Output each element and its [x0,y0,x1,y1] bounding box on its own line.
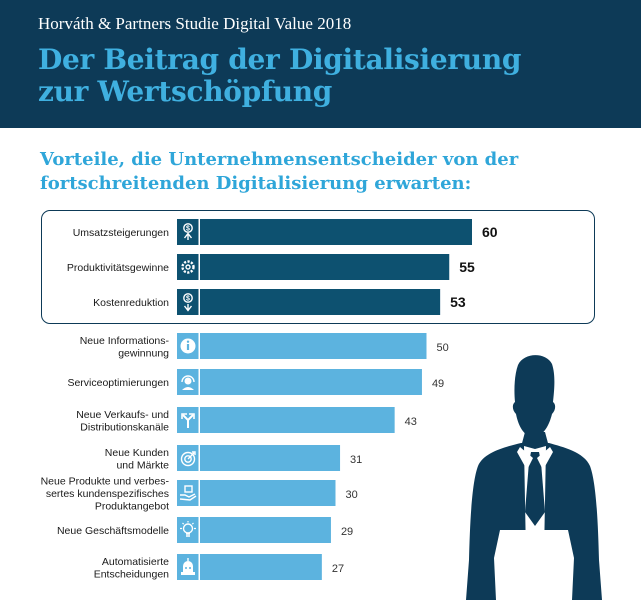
category-label: Neue Verkaufs- und Distributionskanäle [76,409,169,434]
lightbulb-icon [180,521,196,537]
gear-icon [181,260,195,274]
value-label: 27 [332,563,344,575]
category-label: Automatisierte Entscheidungen [94,556,169,581]
bar [200,480,336,506]
chart-subtitle: Vorteile, die Unternehmensentscheider vo… [40,148,518,196]
study-label: Horváth & Partners Studie Digital Value … [38,14,352,33]
header-banner: Horváth & Partners Studie Digital Value … [0,0,641,128]
title-line-1: Der Beitrag der Digitalisierung [38,43,522,76]
value-label: 60 [482,224,498,240]
bar-icon-box [177,254,199,280]
svg-text:$: $ [186,225,190,232]
value-label: 55 [459,259,475,275]
bar [200,445,341,471]
category-label: Kostenreduktion [93,297,169,309]
category-label: Neue Informations-gewinnung [80,335,170,360]
bar [200,517,331,543]
value-label: 31 [350,454,362,466]
top-three-highlight-box [41,210,595,324]
category-label: Umsatzsteigerungen [73,227,169,239]
category-label: Neue Kunden und Märkte [105,447,169,472]
value-label: 29 [341,526,353,538]
robot-icon [181,558,195,575]
value-label: 49 [432,378,444,390]
bar [200,254,450,280]
value-label: 50 [437,342,449,354]
bar [200,369,422,395]
bar-icon-box [177,480,199,506]
category-label: Neue Geschäftsmodelle [57,525,169,537]
bar [200,219,472,245]
category-label: Produktivitätsgewinne [67,262,169,274]
value-label: 30 [346,489,358,501]
value-label: 53 [450,294,466,310]
split-arrows-icon [181,413,195,428]
dollar-down-icon: $ [183,293,193,312]
value-label: 43 [405,416,417,428]
subtitle-line-1: Vorteile, die Unternehmensentscheider vo… [40,149,519,170]
target-icon [180,451,196,467]
category-label: Serviceoptimierungen [67,377,169,389]
bar [200,289,441,315]
info-icon [180,338,196,354]
bar-icon-box [177,517,199,543]
bar [200,407,395,433]
bar [200,554,322,580]
bar-icon-box [177,445,199,471]
category-label: Neue Produkte und verbes-sertes kundensp… [41,476,170,513]
svg-text:$: $ [186,295,190,302]
dollar-up-icon: $ [183,223,193,240]
hand-box-icon [179,485,197,501]
page-title: Der Beitrag der Digitalisierung zur Wert… [38,43,522,108]
bar [200,333,427,359]
subtitle-line-2: fortschreitenden Digitalisierung erwarte… [40,173,472,194]
title-line-2: zur Wertschöpfung [38,75,333,108]
headset-icon [181,375,195,390]
